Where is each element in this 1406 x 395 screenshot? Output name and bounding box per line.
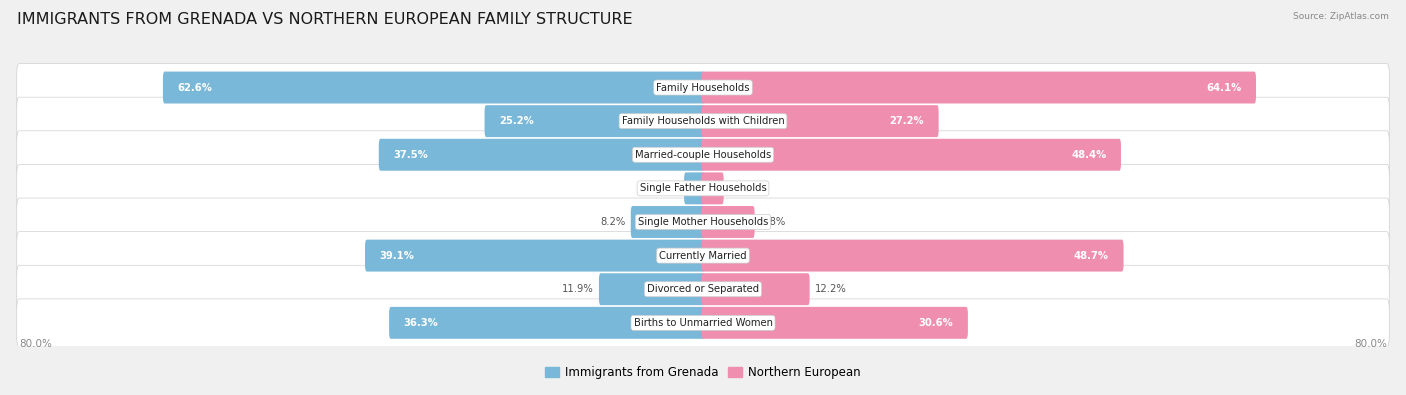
FancyBboxPatch shape bbox=[702, 273, 810, 305]
Text: 2.2%: 2.2% bbox=[728, 183, 754, 194]
FancyBboxPatch shape bbox=[366, 240, 704, 272]
FancyBboxPatch shape bbox=[389, 307, 704, 339]
FancyBboxPatch shape bbox=[17, 198, 1389, 246]
Text: Currently Married: Currently Married bbox=[659, 250, 747, 261]
Text: 36.3%: 36.3% bbox=[404, 318, 439, 328]
FancyBboxPatch shape bbox=[17, 299, 1389, 347]
Text: 25.2%: 25.2% bbox=[499, 116, 534, 126]
Text: IMMIGRANTS FROM GRENADA VS NORTHERN EUROPEAN FAMILY STRUCTURE: IMMIGRANTS FROM GRENADA VS NORTHERN EURO… bbox=[17, 12, 633, 27]
FancyBboxPatch shape bbox=[17, 231, 1389, 280]
Legend: Immigrants from Grenada, Northern European: Immigrants from Grenada, Northern Europe… bbox=[546, 366, 860, 379]
FancyBboxPatch shape bbox=[702, 240, 1123, 272]
Text: Divorced or Separated: Divorced or Separated bbox=[647, 284, 759, 294]
FancyBboxPatch shape bbox=[702, 71, 1256, 103]
FancyBboxPatch shape bbox=[163, 71, 704, 103]
Text: Married-couple Households: Married-couple Households bbox=[636, 150, 770, 160]
FancyBboxPatch shape bbox=[17, 64, 1389, 111]
Text: 48.7%: 48.7% bbox=[1074, 250, 1109, 261]
Text: 30.6%: 30.6% bbox=[918, 318, 953, 328]
Text: Source: ZipAtlas.com: Source: ZipAtlas.com bbox=[1294, 12, 1389, 21]
Text: 64.1%: 64.1% bbox=[1206, 83, 1241, 92]
FancyBboxPatch shape bbox=[685, 172, 704, 204]
FancyBboxPatch shape bbox=[631, 206, 704, 238]
Text: 39.1%: 39.1% bbox=[380, 250, 415, 261]
Text: 48.4%: 48.4% bbox=[1071, 150, 1107, 160]
FancyBboxPatch shape bbox=[702, 172, 724, 204]
Text: 5.8%: 5.8% bbox=[759, 217, 785, 227]
FancyBboxPatch shape bbox=[702, 105, 939, 137]
FancyBboxPatch shape bbox=[17, 265, 1389, 313]
FancyBboxPatch shape bbox=[378, 139, 704, 171]
Text: 8.2%: 8.2% bbox=[600, 217, 626, 227]
FancyBboxPatch shape bbox=[17, 164, 1389, 213]
Text: Single Mother Households: Single Mother Households bbox=[638, 217, 768, 227]
Text: Single Father Households: Single Father Households bbox=[640, 183, 766, 194]
Text: Family Households: Family Households bbox=[657, 83, 749, 92]
FancyBboxPatch shape bbox=[17, 97, 1389, 145]
FancyBboxPatch shape bbox=[485, 105, 704, 137]
FancyBboxPatch shape bbox=[702, 206, 755, 238]
FancyBboxPatch shape bbox=[702, 307, 967, 339]
Text: Family Households with Children: Family Households with Children bbox=[621, 116, 785, 126]
Text: Births to Unmarried Women: Births to Unmarried Women bbox=[634, 318, 772, 328]
Text: 11.9%: 11.9% bbox=[562, 284, 593, 294]
Text: 2.0%: 2.0% bbox=[654, 183, 679, 194]
FancyBboxPatch shape bbox=[17, 131, 1389, 179]
Text: 37.5%: 37.5% bbox=[394, 150, 429, 160]
FancyBboxPatch shape bbox=[702, 139, 1121, 171]
Text: 62.6%: 62.6% bbox=[177, 83, 212, 92]
Text: 80.0%: 80.0% bbox=[1354, 339, 1386, 349]
Text: 80.0%: 80.0% bbox=[20, 339, 52, 349]
Text: 27.2%: 27.2% bbox=[890, 116, 924, 126]
FancyBboxPatch shape bbox=[599, 273, 704, 305]
Text: 12.2%: 12.2% bbox=[815, 284, 846, 294]
